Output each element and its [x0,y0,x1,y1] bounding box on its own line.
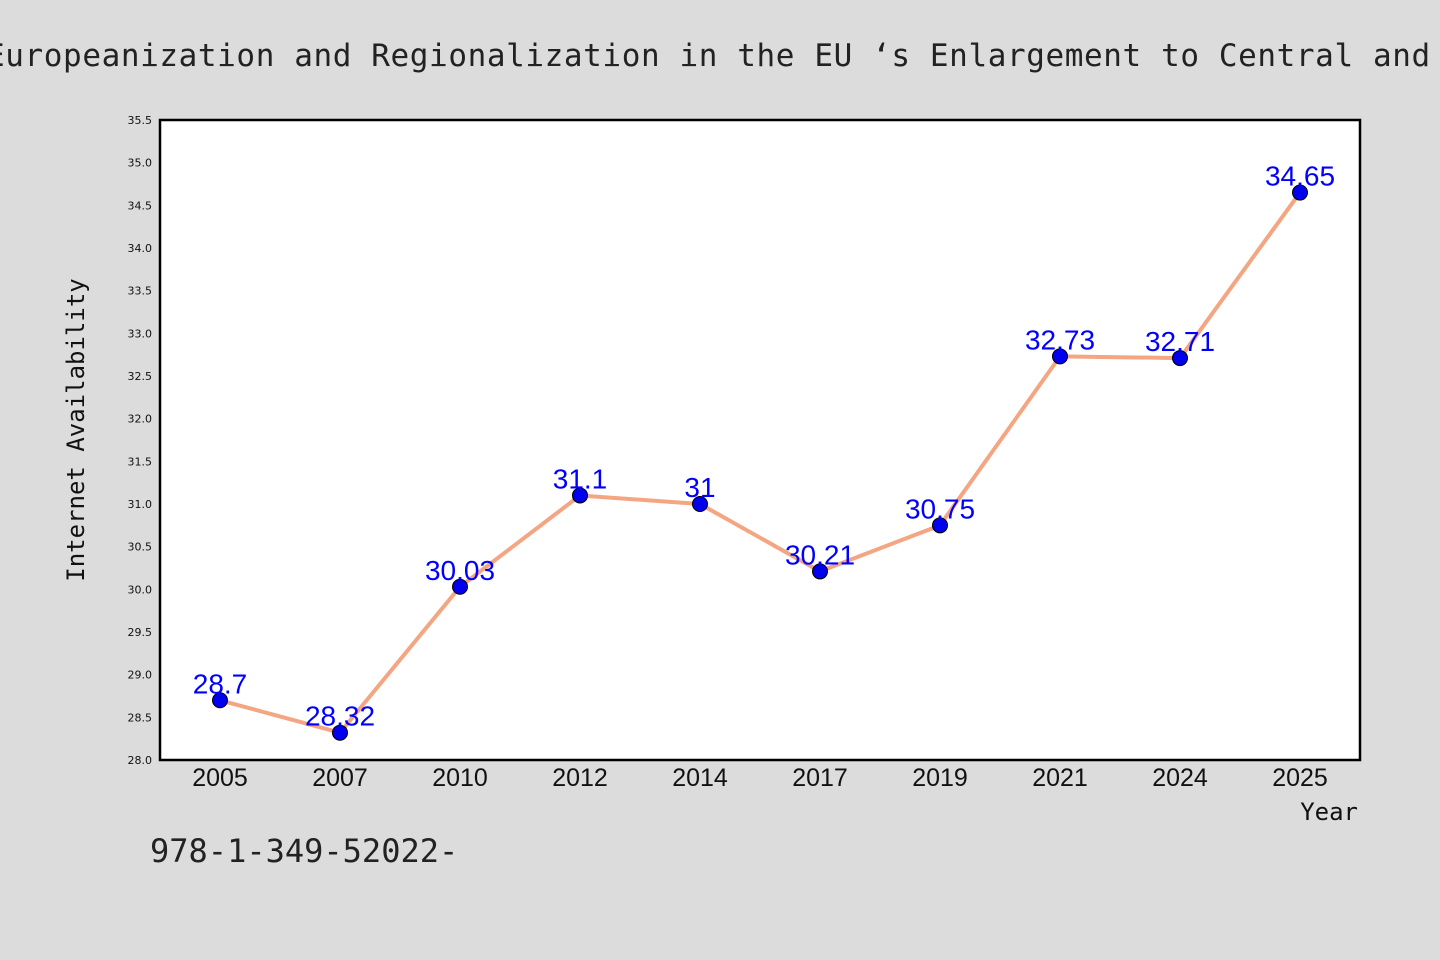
data-point [1292,184,1308,201]
x-tick-label: 2010 [432,764,488,792]
x-tick-label: 2017 [792,764,848,792]
x-tick-label: 2021 [1032,764,1088,792]
data-label: 32.71 [1145,326,1215,357]
x-tick-label: 2012 [552,764,608,792]
x-tick-label: 2007 [312,764,368,792]
plot-frame [158,118,1362,762]
data-point [812,563,828,580]
data-label: 31.1 [553,463,608,494]
y-tick-label: 33.0 [128,327,153,340]
y-tick-label: 28.5 [128,711,153,724]
data-label: 30.03 [425,555,495,586]
data-label: 32.73 [1025,324,1095,355]
data-point [332,724,348,741]
data-label: 34.65 [1265,161,1335,192]
x-tick-label: 2014 [672,764,728,792]
y-axis-title: Internet Availability [62,278,90,581]
y-tick-label: 30.5 [128,541,153,554]
data-label: 28.7 [193,668,248,699]
data-label: 28.32 [305,701,375,732]
chart-title: Europeanization and Regionalization in t… [0,38,1440,74]
y-tick-label: 31.0 [128,498,153,511]
data-point [1052,348,1068,365]
x-axis-title: Year [1300,798,1358,826]
x-tick-label: 2024 [1152,764,1208,792]
series-line [218,190,1302,735]
y-tick-label: 34.0 [128,242,153,255]
data-point [572,487,588,504]
data-point [932,517,948,534]
data-point [692,496,708,512]
y-tick-label: 29.5 [128,626,153,639]
y-tick-label: 33.5 [128,285,153,298]
y-tick-label: 28.0 [128,754,153,767]
plot-area: 28.7 28.32 30.03 31.1 31 30.21 30.75 32.73 32.71… [158,118,1362,762]
y-tick-label: 35.0 [128,157,153,170]
y-tick-label: 29.0 [128,669,153,682]
data-label: 30.75 [905,493,975,524]
y-tick-label: 35.5 [128,114,153,127]
x-tick-label: 2005 [192,764,248,792]
isbn-code: 978-1-349-52022- [150,832,459,870]
data-label: 30.21 [785,539,855,570]
x-tick-label: 2025 [1272,764,1328,792]
data-point [212,692,228,709]
y-tick-label: 32.5 [128,370,153,383]
y-tick-label: 30.0 [128,583,153,596]
x-tick-label: 2019 [912,764,968,792]
y-tick-label: 32.0 [128,413,153,426]
data-label: 31 [684,472,715,503]
data-point [452,578,468,595]
y-tick-label: 34.5 [128,199,153,212]
data-point [1172,350,1188,367]
y-tick-label: 31.5 [128,455,153,468]
